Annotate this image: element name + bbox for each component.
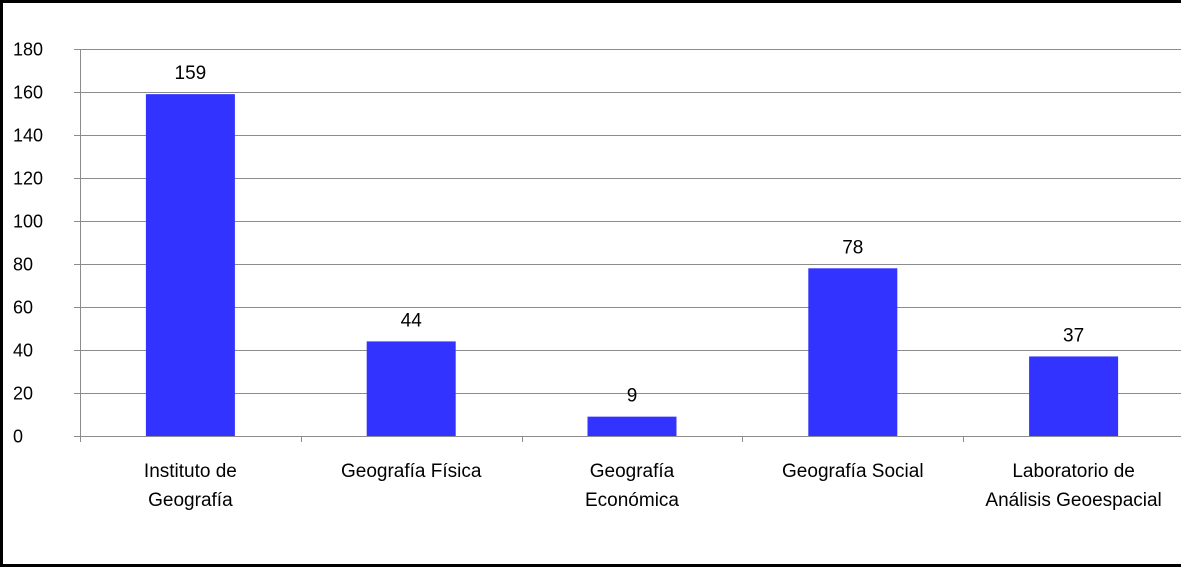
labels: 0 20 40 60 80 100 120 140 160 180 159 Instituto de G… (13, 40, 1162, 512)
y-tick-label: 20 (13, 384, 33, 404)
x-category-label: Geografía (148, 490, 233, 511)
bar (1029, 356, 1119, 436)
bar (587, 416, 677, 436)
gridlines (80, 49, 1181, 394)
data-label: 159 (175, 63, 207, 84)
bar (808, 268, 898, 436)
x-category-label: Laboratorio de (1012, 461, 1135, 482)
bar (145, 94, 235, 437)
y-tick-label: 40 (13, 341, 33, 361)
y-tick-label: 140 (13, 126, 43, 146)
data-label: 44 (401, 310, 423, 331)
bars (145, 94, 1119, 437)
x-category-label: Económica (585, 490, 679, 511)
x-category-label: Geografía Física (341, 461, 482, 482)
data-label: 78 (842, 237, 863, 258)
y-tick-label: 180 (13, 40, 43, 60)
y-tick-label: 0 (13, 427, 23, 447)
y-tick-label: 100 (13, 212, 43, 232)
axes (74, 49, 1181, 442)
x-category-label: Geografía (590, 461, 675, 482)
y-tick-label: 80 (13, 255, 33, 275)
bar-chart: 0 20 40 60 80 100 120 140 160 180 159 Instituto de G… (13, 40, 1181, 512)
x-category-label: Geografía Social (782, 461, 924, 482)
bar (366, 341, 456, 436)
data-label: 9 (627, 386, 638, 407)
y-tick-label: 60 (13, 298, 33, 318)
data-label: 37 (1063, 325, 1084, 346)
y-tick-label: 120 (13, 169, 43, 189)
x-category-label: Análisis Geoespacial (985, 490, 1161, 511)
x-category-label: Instituto de (144, 461, 237, 482)
y-tick-label: 160 (13, 83, 43, 103)
